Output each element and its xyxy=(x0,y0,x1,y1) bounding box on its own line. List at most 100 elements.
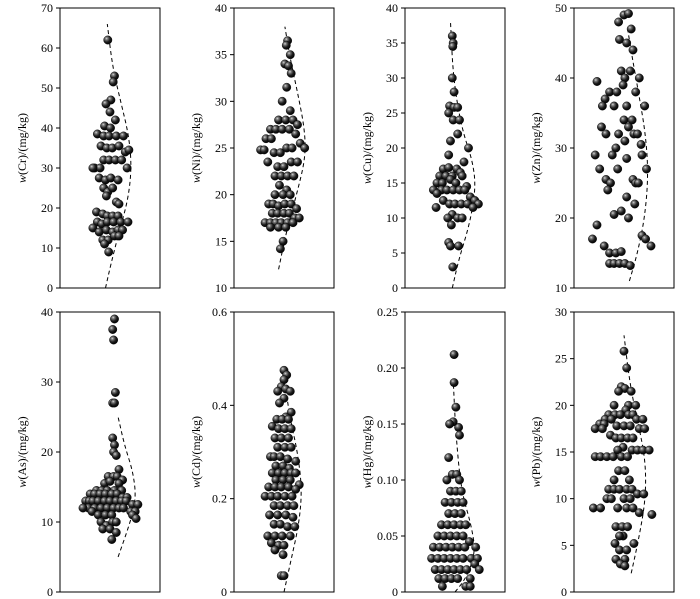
data-point xyxy=(626,24,636,34)
y-tick-label: 10 xyxy=(41,515,53,529)
y-tick-label: 0 xyxy=(221,585,227,599)
y-tick-label: 10 xyxy=(555,492,567,506)
data-point xyxy=(646,241,656,251)
y-tick-label: 70 xyxy=(41,1,53,15)
data-point xyxy=(288,218,298,228)
data-point xyxy=(287,143,297,153)
data-point xyxy=(275,148,285,158)
data-point xyxy=(449,378,459,387)
y-tick-label: 30 xyxy=(41,375,53,389)
data-point xyxy=(627,484,637,494)
data-point xyxy=(618,80,628,90)
y-tick-label: 40 xyxy=(215,1,227,15)
data-point xyxy=(625,494,635,504)
data-point xyxy=(279,571,289,581)
data-point xyxy=(266,134,276,144)
data-point xyxy=(88,223,98,233)
data-point xyxy=(108,77,118,87)
data-point xyxy=(284,61,293,71)
data-point xyxy=(623,452,632,462)
data-point xyxy=(611,143,621,153)
panel-2: 10 15 20 25 30 35 40 w(Ni)/(mg/kg) xyxy=(189,1,335,295)
y-tick-label: 30 xyxy=(215,94,227,108)
data-point xyxy=(453,129,463,139)
data-point xyxy=(590,150,600,160)
y-tick-label: 30 xyxy=(41,161,53,175)
y-tick-label: 35 xyxy=(215,48,227,62)
y-tick-label: 50 xyxy=(41,81,53,95)
data-point xyxy=(293,157,302,167)
data-point xyxy=(287,491,297,501)
data-point xyxy=(453,574,463,583)
data-point xyxy=(625,421,635,431)
data-point xyxy=(114,199,124,209)
panel-8: 0 5 10 15 20 25 30 w(Pb)/(mg/kg) xyxy=(529,305,675,599)
data-point xyxy=(625,261,635,270)
data-point xyxy=(601,129,611,139)
data-point xyxy=(616,247,626,257)
data-point xyxy=(638,414,648,424)
y-tick-label: 40 xyxy=(555,71,567,85)
data-point xyxy=(431,203,441,212)
data-point xyxy=(622,154,632,163)
data-point xyxy=(446,241,455,251)
data-point xyxy=(286,199,296,209)
data-point xyxy=(444,150,454,160)
data-point xyxy=(285,190,295,200)
data-point xyxy=(444,163,454,173)
data-point xyxy=(449,350,459,359)
data-point xyxy=(460,542,470,552)
data-point xyxy=(598,424,607,434)
y-tick-label: 10 xyxy=(555,281,567,295)
y-tick-label: 5 xyxy=(561,538,567,552)
data-point xyxy=(275,180,284,190)
data-point xyxy=(624,122,633,132)
y-tick-label: 30 xyxy=(386,71,398,85)
data-point xyxy=(111,115,120,125)
data-point xyxy=(614,386,623,396)
data-point xyxy=(285,386,295,396)
data-point xyxy=(100,239,110,249)
data-point xyxy=(465,574,475,583)
data-point xyxy=(640,101,650,111)
panel-4: 10 20 30 40 50 w(Zn)/(mg/kg) xyxy=(529,1,675,295)
data-point xyxy=(620,136,630,146)
data-point xyxy=(108,325,118,334)
data-point xyxy=(284,208,294,218)
data-point xyxy=(641,234,650,244)
data-point xyxy=(625,66,635,76)
panel-7: 0 0.05 0.10 0.15 0.20 0.25 w(Hg)/(mg/kg) xyxy=(360,305,506,599)
y-tick-label: 0.4 xyxy=(212,398,227,412)
data-point xyxy=(457,213,467,223)
y-tick-label: 10 xyxy=(386,211,398,225)
data-point xyxy=(101,99,111,109)
data-point xyxy=(598,101,607,111)
data-point xyxy=(442,475,452,485)
y-tick-label: 20 xyxy=(555,211,567,225)
data-point xyxy=(291,456,301,466)
data-point xyxy=(610,539,620,548)
data-point xyxy=(284,124,294,134)
data-point xyxy=(110,314,119,324)
data-point xyxy=(446,136,455,146)
data-point xyxy=(284,414,293,424)
data-point xyxy=(291,484,301,494)
data-point xyxy=(613,164,623,174)
panel-6: 0 0.2 0.4 0.6 w(Cd)/(mg/kg) xyxy=(189,305,335,599)
data-point xyxy=(647,510,657,519)
data-point xyxy=(286,442,296,452)
data-point xyxy=(432,189,442,198)
data-point xyxy=(456,486,466,496)
y-tick-label: 0.6 xyxy=(212,305,227,319)
y-tick-label: 30 xyxy=(555,305,567,319)
y-tick-label: 0 xyxy=(392,585,398,599)
y-axis-label: w(Cr)/(mg/kg) xyxy=(15,113,29,183)
data-point xyxy=(106,123,115,133)
data-point xyxy=(624,9,633,19)
data-point xyxy=(622,545,632,555)
data-point xyxy=(448,262,458,272)
data-point xyxy=(279,540,289,550)
y-tick-label: 0.25 xyxy=(377,305,398,319)
y-tick-label: 15 xyxy=(555,445,567,459)
data-point xyxy=(609,475,619,485)
